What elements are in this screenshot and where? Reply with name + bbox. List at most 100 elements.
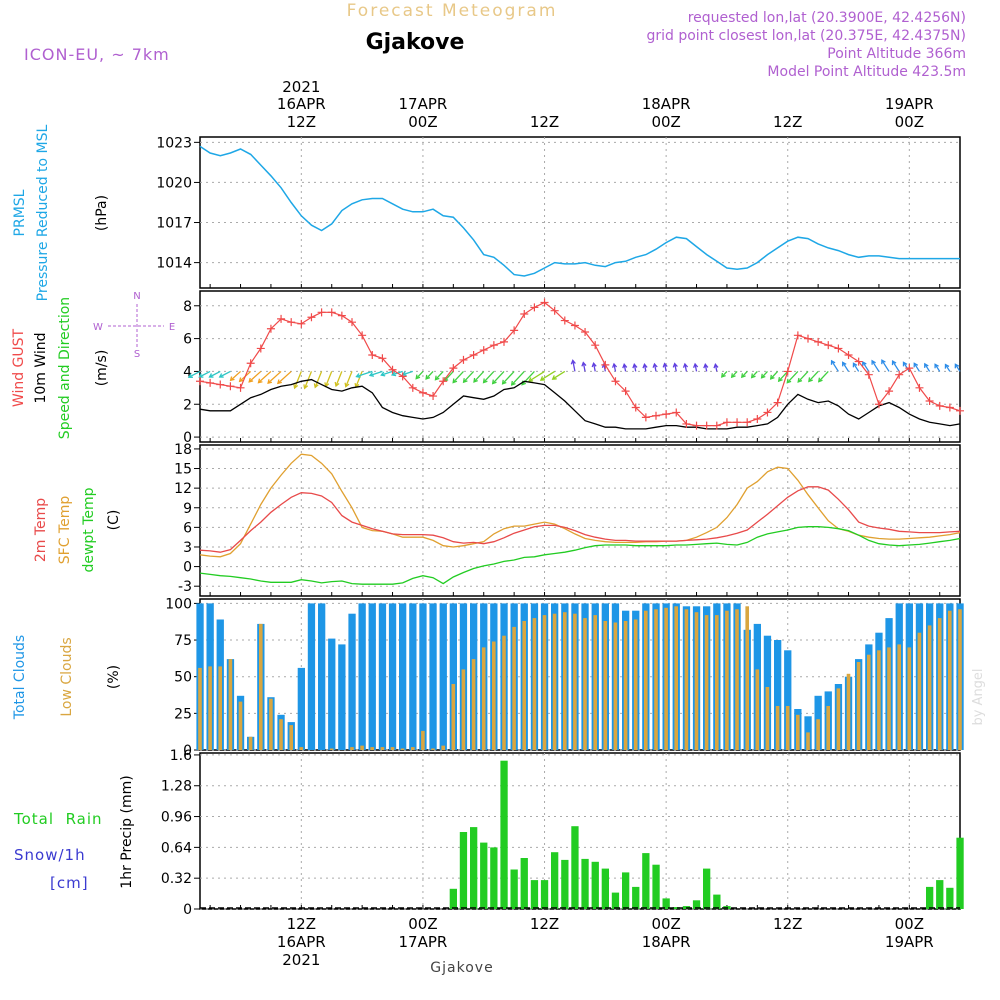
series-2m-temp	[199, 486, 961, 553]
wind-direction-arrow	[325, 371, 333, 387]
panel-1: 1014 1017 1020 1023	[156, 135, 961, 289]
low-clouds-bar	[867, 654, 871, 750]
low-clouds-bar	[755, 669, 760, 750]
footer-location: Gjakove	[430, 960, 493, 976]
gust-marker	[864, 370, 873, 379]
gust-marker	[915, 383, 924, 392]
total-clouds-bar	[388, 603, 397, 750]
gust-marker	[621, 387, 630, 396]
bottom-hour-label: 00Z	[408, 915, 437, 933]
bottom-date-label: 19APR	[885, 933, 934, 951]
wind-arrow-head	[842, 361, 847, 367]
main-title: Forecast Meteogram	[347, 1, 558, 21]
rain-bar	[551, 852, 559, 909]
wind-arrow-head	[944, 363, 950, 369]
total-clouds-bar	[409, 603, 417, 750]
wind-direction-arrow	[511, 370, 525, 386]
y-tick-label: 25	[174, 706, 192, 722]
wind-direction-arrow	[902, 362, 910, 372]
top-hour-label: 00Z	[651, 113, 680, 131]
gust-marker	[905, 364, 914, 373]
wind-direction-arrow	[751, 370, 758, 378]
low-clouds-bar	[806, 732, 810, 750]
gust-marker	[662, 410, 671, 419]
wind-arrow-head	[692, 362, 699, 368]
gust-marker	[611, 377, 620, 386]
bottom-date-label: 16APR	[277, 933, 326, 951]
wind-arrow-head	[425, 374, 431, 380]
y-tick-label: 1023	[156, 135, 192, 151]
rain-bar	[530, 880, 539, 909]
gust-marker	[368, 351, 377, 360]
wind-direction-arrow	[267, 370, 282, 384]
panels: 101410171020102302468-303691215180255075…	[156, 135, 964, 918]
low-clouds-bar	[350, 747, 354, 750]
series-prmsl	[199, 145, 960, 277]
wind-arrow-head	[740, 373, 746, 379]
wind-direction-arrow	[892, 360, 900, 372]
low-clouds-bar	[674, 606, 678, 750]
panel-frame	[199, 752, 961, 910]
compass-s: S	[134, 349, 140, 360]
clouds-unit: (%)	[106, 665, 122, 689]
pressure-label-1: PRMSL	[12, 189, 28, 236]
wind-direction-arrow	[258, 370, 272, 384]
y-tick-label: 1.28	[161, 779, 192, 795]
wind-direction-arrow	[871, 360, 880, 372]
gust-marker	[287, 318, 296, 327]
gust-marker	[743, 418, 752, 427]
low-clouds-bar	[441, 745, 445, 750]
low-clouds-bar	[563, 612, 567, 750]
wind-direction-arrow	[592, 363, 596, 372]
wind-direction-arrow	[663, 363, 667, 372]
wind-direction-arrow	[345, 371, 353, 387]
wind-arrow-head	[817, 377, 823, 383]
wind-direction-arrow	[294, 371, 302, 389]
precip-side-label: Total Rain Snow/1h [cm] 1hr Precip (mm)	[13, 775, 135, 892]
gust-marker	[753, 415, 762, 424]
low-clouds-bar	[623, 621, 628, 750]
gust-marker	[348, 318, 356, 327]
low-clouds-bar	[542, 615, 547, 750]
location-title: Gjakove	[366, 30, 465, 55]
wind-direction-arrow	[199, 370, 211, 378]
low-clouds-bar	[816, 719, 820, 750]
wind-arrow-head	[652, 362, 658, 368]
low-clouds-bar	[715, 615, 719, 750]
low-clouds-bar	[735, 609, 739, 750]
wind-direction-arrow	[355, 371, 363, 388]
low-clouds-bar	[329, 748, 334, 750]
gust-marker	[266, 324, 275, 333]
low-clouds-bar	[644, 610, 648, 750]
wind-direction-arrow	[277, 370, 292, 384]
bottom-hour-label: 12Z	[287, 915, 316, 933]
wind-arrow-head	[581, 361, 587, 367]
compass-e: E	[169, 322, 175, 333]
wind-arrow-head	[501, 379, 507, 385]
gust-marker	[570, 321, 579, 330]
rain-bar	[703, 868, 711, 909]
low-clouds-bar	[492, 641, 496, 750]
wind-direction-arrow	[219, 370, 231, 378]
low-clouds-bar	[684, 609, 689, 750]
wind-direction-arrow	[425, 370, 434, 380]
low-clouds-bar	[613, 622, 618, 750]
gust-marker	[429, 392, 438, 401]
wind-arrow-head	[198, 373, 204, 378]
gust-marker	[500, 337, 508, 346]
series-dewpt-temp	[199, 526, 961, 585]
wind-arrow-head	[528, 377, 534, 382]
low-clouds-bar	[238, 701, 243, 750]
y-tick-label: 6	[183, 520, 192, 536]
wind-direction-arrow	[463, 370, 475, 383]
bottom-hour-label: 00Z	[895, 915, 924, 933]
y-tick-label: 0	[183, 902, 192, 918]
low-clouds-bar	[400, 748, 405, 750]
y-tick-label: 4	[183, 364, 192, 380]
y-tick-label: 1017	[156, 216, 192, 232]
panel-2: 0 2 4 6 8	[183, 290, 964, 446]
wind-arrow-head	[482, 378, 488, 384]
gust-marker	[824, 341, 833, 350]
requested-coords: requested lon,lat (20.3900E, 42.4256N)	[688, 10, 966, 26]
y-tick-label: 0	[183, 743, 192, 759]
